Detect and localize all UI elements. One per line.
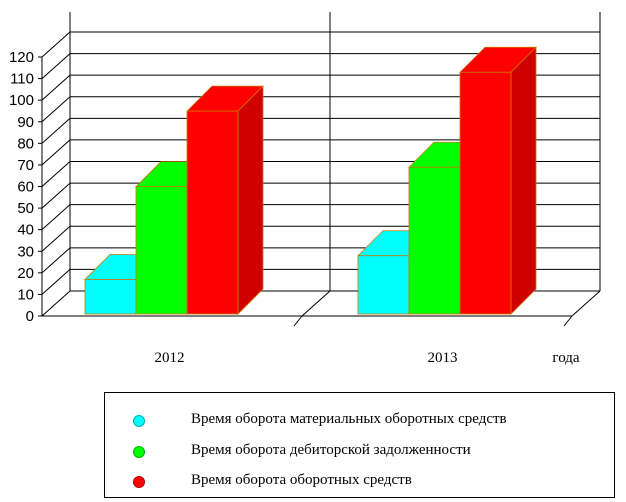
y-tick-label: 40	[17, 222, 34, 239]
legend-marker-green	[133, 446, 145, 458]
y-tick-label: 60	[17, 179, 34, 196]
bars	[84, 46, 537, 315]
x-tick	[293, 315, 303, 327]
legend-label: Время оборота оборотных средств	[191, 472, 412, 488]
gridline-diagonal	[41, 290, 71, 317]
gridline-diagonal	[41, 74, 71, 101]
floor-right-edge	[571, 290, 601, 317]
x-tick-label: 2013	[428, 350, 458, 366]
y-tick-label: 100	[9, 92, 34, 109]
y-tick-label: 10	[17, 286, 34, 303]
y-tick-label: 30	[17, 243, 34, 260]
y-tick-label: 50	[17, 200, 34, 217]
gridline-diagonal	[41, 31, 71, 58]
chart: 0 10 20 30 40 50 60 70 80 90 100 110 120 2012 2013 го…	[9, 12, 601, 366]
bar-side	[510, 46, 537, 315]
legend-marker-red	[133, 476, 145, 488]
y-tick-label: 20	[17, 265, 34, 282]
gridline-diagonal	[41, 96, 71, 123]
bar-side	[237, 85, 264, 315]
legend-label: Время оборота материальных оборотных сре…	[191, 411, 507, 427]
y-tick-label: 110	[10, 71, 34, 88]
gridline-diagonal	[41, 139, 71, 166]
bar	[408, 166, 461, 315]
y-tick-label: 70	[17, 157, 34, 174]
x-axis-tick-labels: 2012 2013	[155, 350, 458, 366]
bar	[459, 71, 512, 315]
gridline-diagonal	[41, 247, 71, 274]
y-tick-label: 90	[17, 114, 34, 131]
bar	[357, 255, 410, 315]
gridline-diagonal	[41, 161, 71, 187]
legend-item-receivables: Время оборота дебиторской задолженности	[105, 442, 614, 464]
legend-item-working-capital: Время оборота оборотных средств	[105, 472, 614, 494]
floor-divider	[301, 290, 331, 317]
y-tick-label: 80	[17, 135, 34, 152]
x-tick-label: 2012	[155, 350, 185, 366]
y-tick-label: 120	[9, 49, 34, 66]
bar	[186, 110, 239, 315]
x-axis-label: года	[552, 350, 579, 366]
gridline-diagonal	[41, 269, 71, 295]
gridline-diagonal	[41, 117, 71, 144]
gridline-diagonal	[41, 53, 71, 79]
legend-label: Время оборота дебиторской задолженности	[191, 442, 471, 458]
gridline-diagonal	[41, 182, 71, 209]
gridline-diagonal	[41, 204, 71, 231]
axes	[38, 12, 601, 327]
y-tick-label: 0	[26, 308, 34, 325]
bar	[84, 279, 137, 315]
bar	[135, 186, 188, 315]
legend-marker-cyan	[133, 415, 145, 427]
gridline-diagonal	[41, 225, 71, 252]
x-tick	[563, 315, 573, 327]
y-axis-tick-labels: 0 10 20 30 40 50 60 70 80 90 100 110 120	[9, 49, 34, 325]
legend-item-material: Время оборота материальных оборотных сре…	[105, 411, 614, 433]
legend: Время оборота материальных оборотных сре…	[104, 392, 615, 498]
